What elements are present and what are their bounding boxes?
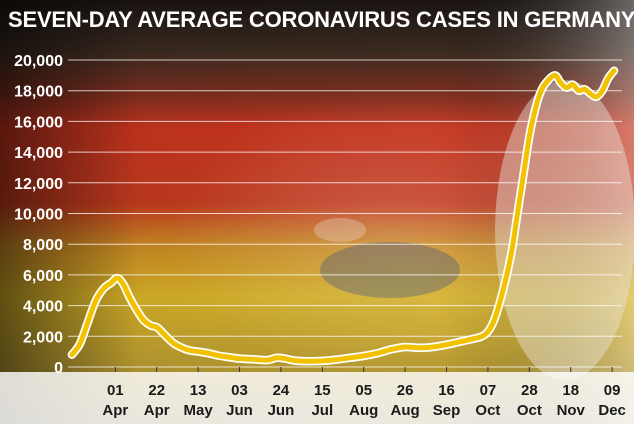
x-tick-month: Apr bbox=[144, 402, 170, 419]
y-axis: 0 2,000 4,000 6,000 8,000 10,000 12,000 14,000 1… bbox=[14, 53, 63, 377]
y-tick-label: 8,000 bbox=[23, 237, 63, 254]
x-tick-month: May bbox=[184, 402, 214, 419]
y-tick-label: 20,000 bbox=[14, 53, 63, 70]
y-tick-label: 0 bbox=[54, 360, 63, 377]
x-tick-day: 24 bbox=[273, 382, 290, 399]
series-line bbox=[69, 68, 617, 364]
x-tick-month: Oct bbox=[517, 402, 542, 419]
x-tick-month: Jun bbox=[226, 402, 253, 419]
x-tick-month: Oct bbox=[475, 402, 500, 419]
y-tick-label: 4,000 bbox=[23, 299, 63, 316]
x-tick-day: 09 bbox=[604, 382, 621, 399]
x-tick-month: Jul bbox=[311, 402, 333, 419]
y-tick-label: 10,000 bbox=[14, 207, 63, 224]
x-tick-day: 03 bbox=[231, 382, 248, 399]
chart-title: SEVEN-DAY AVERAGE CORONAVIRUS CASES IN G… bbox=[8, 7, 634, 32]
x-tick-day: 01 bbox=[107, 382, 124, 399]
x-tick-month: Dec bbox=[598, 402, 626, 419]
x-tick-day: 22 bbox=[148, 382, 165, 399]
y-tick-label: 12,000 bbox=[14, 176, 63, 193]
y-tick-label: 2,000 bbox=[23, 329, 63, 346]
x-tick-day: 18 bbox=[562, 382, 579, 399]
x-tick-day: 15 bbox=[314, 382, 331, 399]
y-tick-label: 14,000 bbox=[14, 145, 63, 162]
x-tick-month: Jun bbox=[268, 402, 295, 419]
y-tick-label: 16,000 bbox=[14, 114, 63, 131]
x-tick-day: 05 bbox=[355, 382, 372, 399]
x-tick-month: Aug bbox=[349, 402, 378, 419]
x-tick-day: 07 bbox=[480, 382, 497, 399]
x-axis-band bbox=[0, 372, 634, 424]
x-tick-day: 13 bbox=[190, 382, 207, 399]
x-tick-month: Apr bbox=[102, 402, 128, 419]
y-tick-label: 18,000 bbox=[14, 84, 63, 101]
x-tick-month: Sep bbox=[433, 402, 461, 419]
x-tick-day: 26 bbox=[397, 382, 414, 399]
x-tick-month: Nov bbox=[557, 402, 586, 419]
plot-area bbox=[67, 66, 619, 366]
x-tick-day: 16 bbox=[438, 382, 455, 399]
x-axis: 01 Apr 22 Apr 13 May 03 Jun 24 Jun 15 Jul 05 Aug 26 Aug… bbox=[102, 367, 626, 419]
y-tick-label: 6,000 bbox=[23, 268, 63, 285]
x-tick-day: 28 bbox=[521, 382, 538, 399]
x-tick-month: Aug bbox=[391, 402, 420, 419]
